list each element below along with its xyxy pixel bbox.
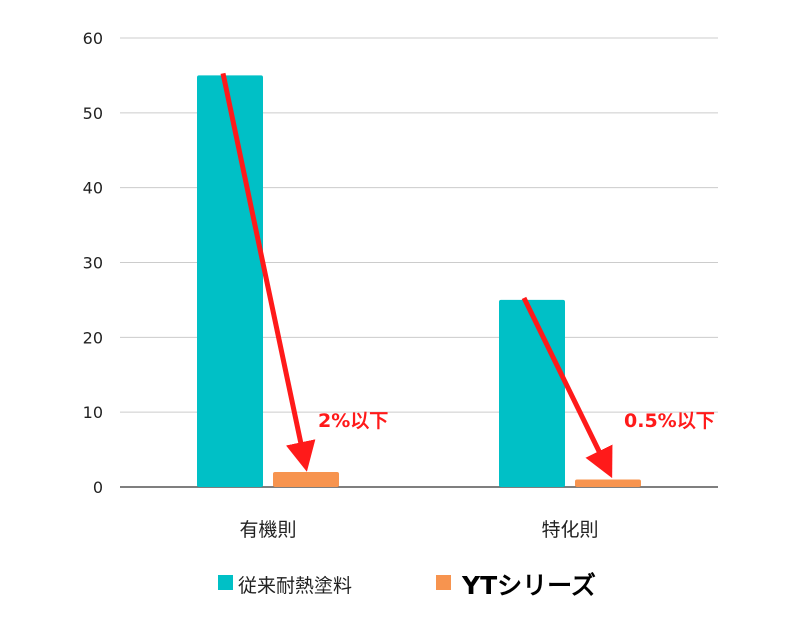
x-category-label: 特化則 — [541, 519, 598, 541]
legend-label: 従来耐熱塗料 — [238, 574, 352, 597]
bar-yt-0 — [273, 472, 339, 487]
annotation-label: 0.5%以下 — [624, 410, 715, 432]
x-axis-categories: 有機則 特化則 — [239, 519, 598, 541]
annotation-label: 2%以下 — [318, 410, 388, 432]
bars — [197, 75, 641, 488]
bar-conventional-0 — [197, 75, 263, 488]
legend-label: YTシリーズ — [461, 571, 596, 600]
y-tick-label: 50 — [83, 104, 103, 123]
annotations: 2%以下 0.5%以下 — [318, 410, 715, 432]
y-tick-label: 30 — [83, 254, 103, 273]
y-tick-label: 0 — [93, 478, 103, 497]
bar-yt-1 — [575, 479, 641, 487]
legend-swatch — [436, 575, 451, 590]
y-tick-label: 60 — [83, 29, 103, 48]
y-tick-label: 40 — [83, 179, 103, 198]
y-tick-label: 10 — [83, 403, 103, 422]
arrows — [220, 72, 613, 479]
x-category-label: 有機則 — [239, 519, 296, 541]
legend: 従来耐熱塗料 YTシリーズ — [218, 571, 596, 600]
y-axis-ticks: 0 10 20 30 40 50 60 — [83, 29, 103, 497]
reduction-arrow — [220, 72, 316, 472]
y-tick-label: 20 — [83, 328, 103, 347]
bar-conventional-1 — [499, 299, 565, 487]
legend-swatch — [218, 575, 233, 590]
reduction-arrow — [521, 296, 613, 479]
